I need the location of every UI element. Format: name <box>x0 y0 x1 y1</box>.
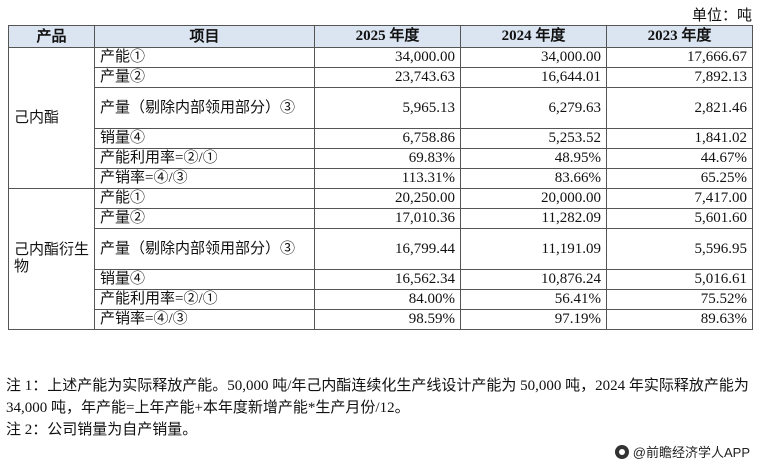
production-sales-table: 产品 项目 2025 年度 2024 年度 2023 年度 己内酯 产能① 34,0… <box>8 25 753 330</box>
product-name: 己内酯衍生物 <box>8 188 95 330</box>
value-2025: 34,000.00 <box>314 47 461 68</box>
row-item: 产能① <box>94 188 315 209</box>
value-2024: 56.41% <box>460 289 607 310</box>
notes: 注 1：上述产能为实际释放产能。50,000 吨/年己内酯连续化生产线设计产能为… <box>6 375 756 441</box>
table-row: 己内酯衍生物 产能① 20,250.00 20,000.00 7,417.00 <box>8 188 753 330</box>
value-2024: 6,279.63 <box>460 87 607 129</box>
header-2023: 2023 年度 <box>606 25 753 48</box>
row-item: 产量② <box>94 208 315 229</box>
value-2023: 5,016.61 <box>606 269 753 290</box>
value-2024: 16,644.01 <box>460 67 607 88</box>
value-2024: 97.19% <box>460 309 607 330</box>
table-row: 产销率=④/③ 98.59% 97.19% 89.63% <box>9 309 753 330</box>
value-2023: 5,596.95 <box>606 228 753 270</box>
header-product: 产品 <box>8 25 95 48</box>
value-2024: 20,000.00 <box>460 188 607 209</box>
value-2024: 11,282.09 <box>460 208 607 229</box>
row-item: 销量④ <box>94 128 315 149</box>
value-2025: 98.59% <box>314 309 461 330</box>
value-2025: 5,965.13 <box>314 87 461 129</box>
row-item: 产量（剔除内部领用部分）③ <box>94 87 315 129</box>
row-item: 销量④ <box>94 269 315 290</box>
value-2023: 2,821.46 <box>606 87 753 129</box>
table-row: 产量② 23,743.63 16,644.01 7,892.13 <box>9 67 753 88</box>
value-2025: 17,010.36 <box>314 208 461 229</box>
value-2025: 113.31% <box>314 168 461 189</box>
value-2025: 20,250.00 <box>314 188 461 209</box>
value-2023: 5,601.60 <box>606 208 753 229</box>
watermark: @前瞻经济学人APP <box>614 442 750 461</box>
value-2025: 84.00% <box>314 289 461 310</box>
table-row: 销量④ 6,758.86 5,253.52 1,841.02 <box>9 128 753 149</box>
row-item: 产销率=④/③ <box>94 168 315 189</box>
value-2023: 89.63% <box>606 309 753 330</box>
row-item: 产能利用率=②/① <box>94 289 315 310</box>
row-item: 产销率=④/③ <box>94 309 315 330</box>
unit-label: 单位：吨 <box>691 8 752 24</box>
value-2025: 16,562.34 <box>314 269 461 290</box>
value-2024: 5,253.52 <box>460 128 607 149</box>
value-2024: 11,191.09 <box>460 228 607 270</box>
brand-logo-icon <box>614 444 629 459</box>
value-2023: 7,417.00 <box>606 188 753 209</box>
value-2025: 16,799.44 <box>314 228 461 270</box>
table-row: 销量④ 16,562.34 10,876.24 5,016.61 <box>9 269 753 290</box>
table-body: 己内酯 产能① 34,000.00 34,000.00 17,666.67 产量② 23,7… <box>8 47 753 330</box>
table-row: 产能利用率=②/① 84.00% 56.41% 75.52% <box>9 289 753 310</box>
table-row: 产量（剔除内部领用部分）③ 5,965.13 6,279.63 2,821.46 <box>9 87 753 129</box>
value-2023: 75.52% <box>606 289 753 310</box>
table-row: 产销率=④/③ 113.31% 83.66% 65.25% <box>9 168 753 189</box>
value-2025: 69.83% <box>314 148 461 169</box>
value-2023: 44.67% <box>606 148 753 169</box>
value-2023: 7,892.13 <box>606 67 753 88</box>
value-2024: 83.66% <box>460 168 607 189</box>
note-1: 注 1：上述产能为实际释放产能。50,000 吨/年己内酯连续化生产线设计产能为… <box>6 378 749 416</box>
value-2024: 34,000.00 <box>460 47 607 68</box>
header-2024: 2024 年度 <box>460 25 607 48</box>
value-2023: 1,841.02 <box>606 128 753 149</box>
row-item: 产能① <box>94 47 315 68</box>
table-row: 己内酯 产能① 34,000.00 34,000.00 17,666.67 <box>8 47 753 189</box>
value-2024: 48.95% <box>460 148 607 169</box>
row-item: 产量② <box>94 67 315 88</box>
value-2023: 65.25% <box>606 168 753 189</box>
header-item: 项目 <box>94 25 315 48</box>
header-2025: 2025 年度 <box>314 25 461 48</box>
row-item: 产量（剔除内部领用部分）③ <box>94 228 315 270</box>
product-name: 己内酯 <box>8 47 95 189</box>
table-header-row: 产品 项目 2025 年度 2024 年度 2023 年度 <box>8 25 753 48</box>
value-2025: 6,758.86 <box>314 128 461 149</box>
row-item: 产能利用率=②/① <box>94 148 315 169</box>
value-2024: 10,876.24 <box>460 269 607 290</box>
table-row: 产能利用率=②/① 69.83% 48.95% 44.67% <box>9 148 753 169</box>
note-2: 注 2：公司销量为自产销量。 <box>6 422 198 438</box>
table-row: 产量② 17,010.36 11,282.09 5,601.60 <box>9 208 753 229</box>
value-2023: 17,666.67 <box>606 47 753 68</box>
value-2025: 23,743.63 <box>314 67 461 88</box>
table-row: 产量（剔除内部领用部分）③ 16,799.44 11,191.09 5,596.95 <box>9 228 753 270</box>
watermark-text: @前瞻经济学人APP <box>632 445 750 460</box>
